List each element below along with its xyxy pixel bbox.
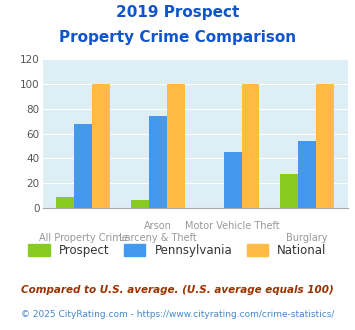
Text: © 2025 CityRating.com - https://www.cityrating.com/crime-statistics/: © 2025 CityRating.com - https://www.city… <box>21 310 334 319</box>
Text: All Property Crime: All Property Crime <box>39 233 128 243</box>
Legend: Prospect, Pennsylvania, National: Prospect, Pennsylvania, National <box>24 240 331 262</box>
Bar <box>280 175 298 208</box>
Bar <box>56 197 75 208</box>
Bar <box>75 124 92 208</box>
Text: Compared to U.S. average. (U.S. average equals 100): Compared to U.S. average. (U.S. average … <box>21 285 334 295</box>
Bar <box>224 152 241 208</box>
Text: Motor Vehicle Theft: Motor Vehicle Theft <box>185 221 280 231</box>
Bar <box>92 84 110 208</box>
Text: 2019 Prospect: 2019 Prospect <box>116 5 239 20</box>
Bar <box>298 141 316 208</box>
Bar <box>241 84 260 208</box>
Text: Burglary: Burglary <box>286 233 328 243</box>
Bar <box>149 116 167 208</box>
Text: Larceny & Theft: Larceny & Theft <box>119 233 197 243</box>
Bar <box>131 200 149 208</box>
Bar <box>167 84 185 208</box>
Bar <box>316 84 334 208</box>
Text: Arson: Arson <box>144 221 172 231</box>
Text: Property Crime Comparison: Property Crime Comparison <box>59 30 296 45</box>
